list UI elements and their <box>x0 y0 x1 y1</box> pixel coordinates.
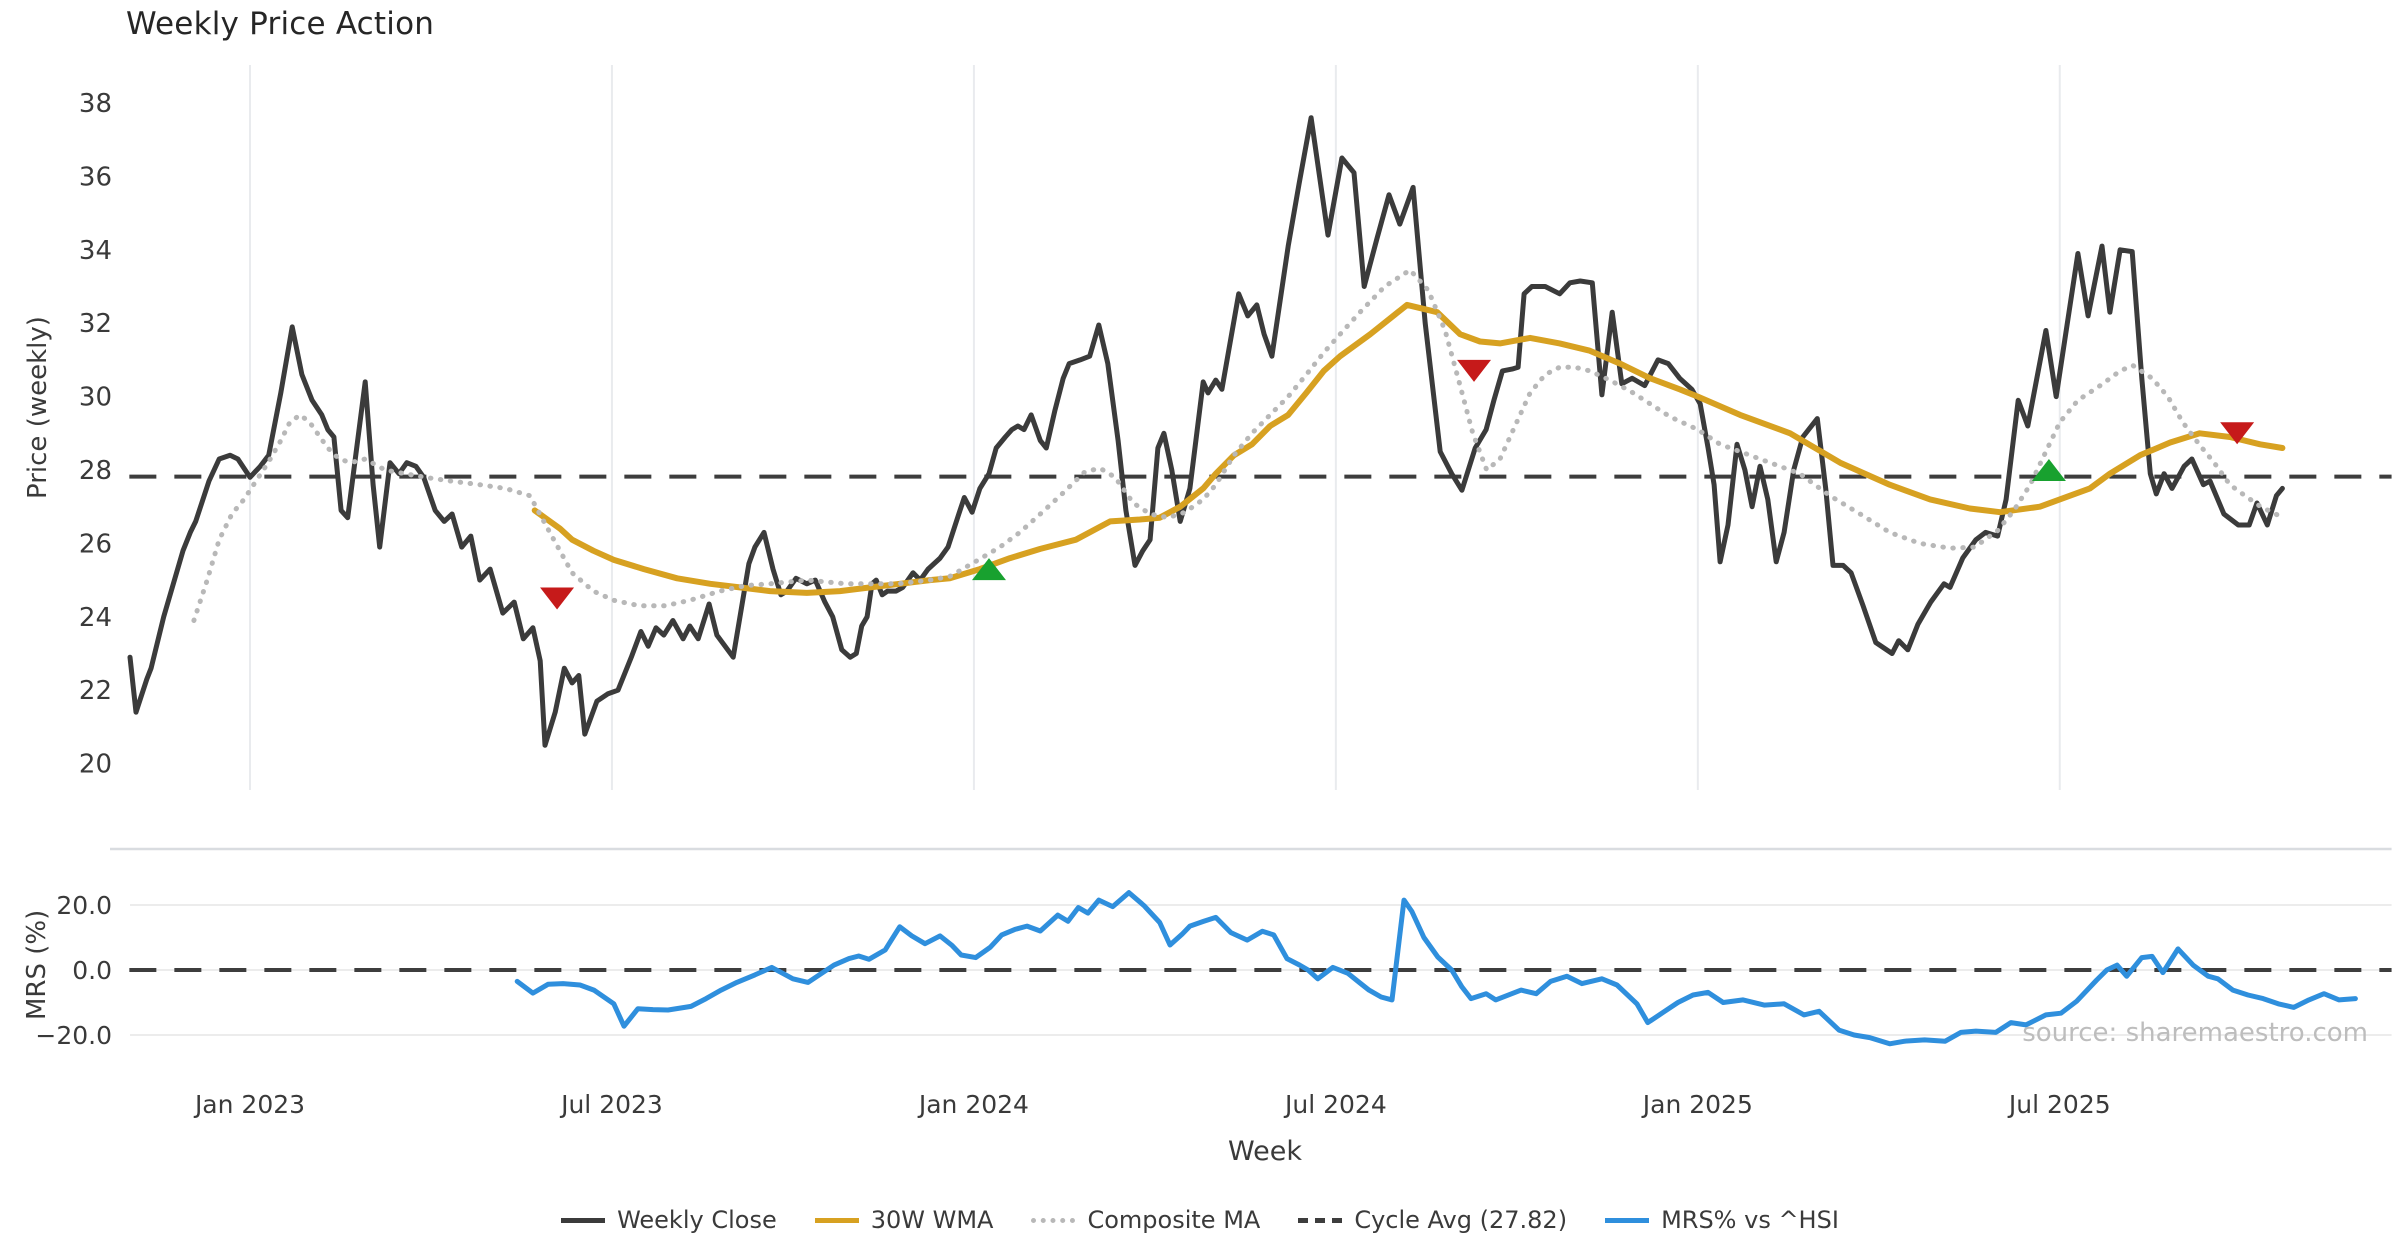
price-tick-label: 34 <box>79 236 112 266</box>
price-tick-label: 20 <box>79 750 112 780</box>
source-watermark: source: sharemaestro.com <box>2022 1018 2368 1048</box>
x-tick-label: Jan 2023 <box>193 1090 305 1119</box>
price-tick-label: 38 <box>79 89 112 119</box>
legend-label: Weekly Close <box>617 1206 777 1234</box>
legend-label: MRS% vs ^HSI <box>1661 1206 1839 1234</box>
legend-item: Weekly Close <box>561 1206 777 1234</box>
chart-legend: Weekly Close 30W WMA Composite MA Cycle Avg… <box>0 1206 2400 1234</box>
mrs-tick-label: 20.0 <box>56 891 112 920</box>
legend-swatch-solid <box>814 1217 859 1223</box>
mrs-axis-label: MRS (%) <box>22 909 52 1020</box>
legend-swatch-solid <box>561 1217 606 1223</box>
x-axis-label: Week <box>1228 1136 1302 1167</box>
legend-item: 30W WMA <box>814 1206 994 1234</box>
chart-title: Weekly Price Action <box>126 6 435 42</box>
legend-item: Cycle Avg (27.82) <box>1298 1206 1567 1234</box>
x-tick-label: Jul 2025 <box>2007 1090 2111 1119</box>
legend-swatch-dotted <box>1031 1217 1076 1223</box>
legend-item: Composite MA <box>1031 1206 1260 1234</box>
price-tick-label: 30 <box>79 383 112 413</box>
sell-signal-marker <box>2220 422 2255 445</box>
legend-swatch-dashed <box>1298 1217 1343 1223</box>
legend-item: MRS% vs ^HSI <box>1605 1206 1839 1234</box>
price-tick-label: 36 <box>79 162 112 192</box>
weekly-close-line <box>127 115 2285 748</box>
x-tick-label: Jan 2024 <box>917 1090 1029 1119</box>
mrs-line <box>514 890 2358 1047</box>
x-tick-label: Jul 2024 <box>1283 1090 1387 1119</box>
legend-label: Composite MA <box>1087 1206 1261 1234</box>
price-tick-label: 26 <box>79 529 112 559</box>
buy-signal-marker <box>971 558 1006 581</box>
price-axis-label: Price (weekly) <box>23 316 53 499</box>
buy-signal-marker <box>2031 459 2066 481</box>
x-tick-label: Jan 2025 <box>1641 1090 1753 1119</box>
mrs-tick-label: −20.0 <box>35 1021 112 1050</box>
legend-label: Cycle Avg (27.82) <box>1354 1206 1568 1234</box>
mrs-tick-label: 0.0 <box>72 956 112 985</box>
legend-swatch-solid <box>1605 1217 1650 1223</box>
x-tick-label: Jul 2023 <box>559 1090 663 1119</box>
price-tick-label: 22 <box>79 676 112 706</box>
price-tick-label: 28 <box>79 456 112 486</box>
composite-ma-line <box>191 267 2285 623</box>
sell-signal-marker <box>1457 359 1492 382</box>
price-tick-label: 24 <box>79 603 112 633</box>
price-tick-label: 32 <box>79 309 112 339</box>
sell-signal-marker <box>540 587 575 610</box>
wma-line <box>531 301 2286 596</box>
legend-label: 30W WMA <box>870 1206 994 1234</box>
